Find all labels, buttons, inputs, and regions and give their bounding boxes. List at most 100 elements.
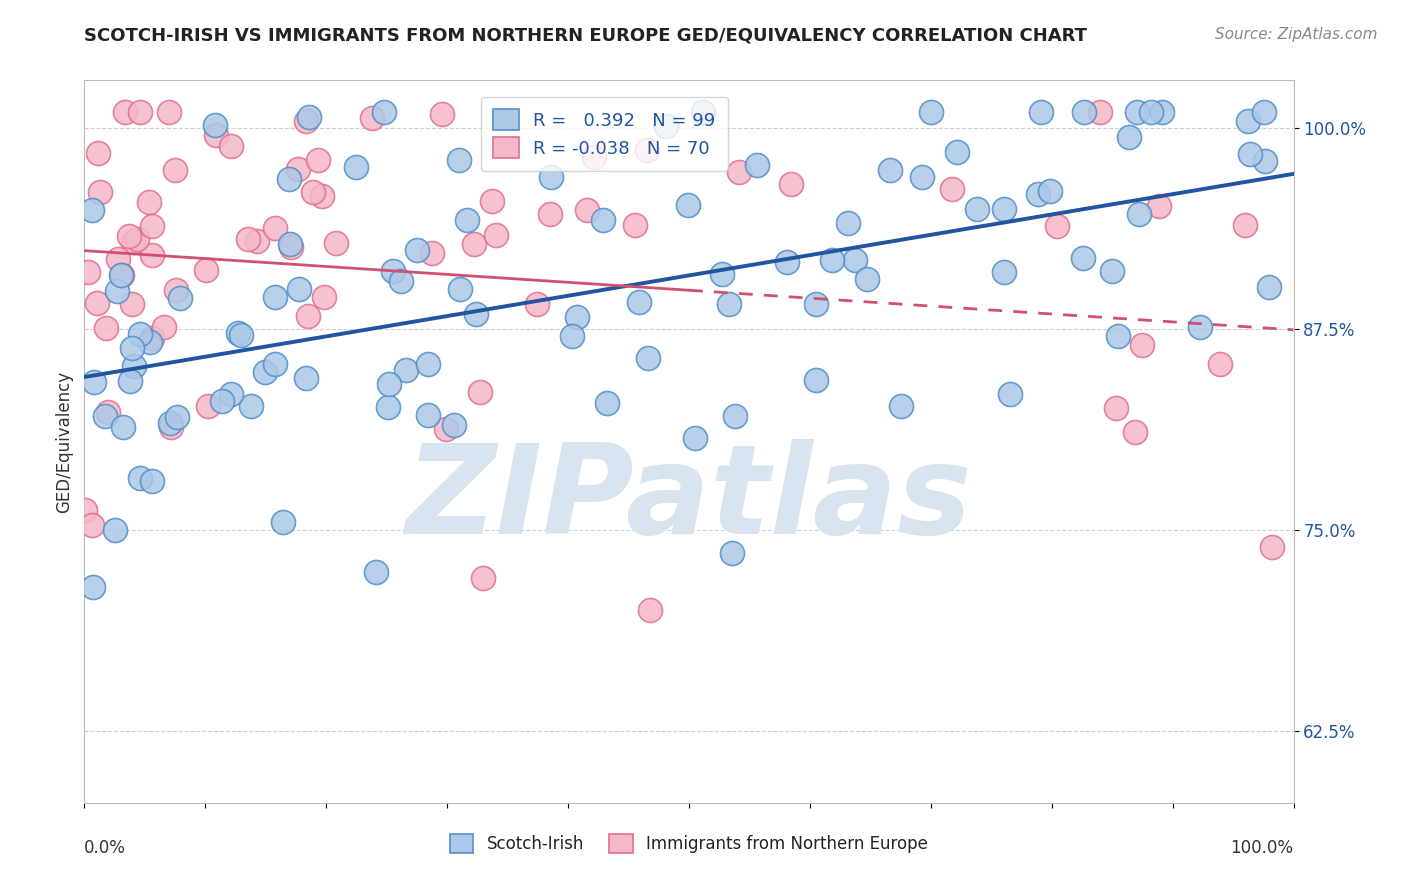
Point [165, 162, 187, 177]
Point [89, 186, 111, 200]
Point [197, 400, 219, 414]
Point [721, 546, 744, 560]
Point [565, 310, 588, 325]
Point [418, 409, 440, 423]
Point [122, 235, 145, 249]
Point [724, 409, 747, 423]
Point [592, 212, 614, 227]
Point [540, 169, 562, 184]
Point [1132, 338, 1154, 352]
Point [526, 297, 548, 311]
Point [405, 244, 427, 258]
Point [307, 153, 329, 167]
Point [1105, 401, 1128, 415]
Point [83, 375, 105, 389]
Point [993, 265, 1015, 279]
Point [141, 248, 163, 262]
Point [1123, 425, 1146, 440]
Point [1258, 280, 1281, 294]
Point [297, 309, 319, 323]
Point [561, 328, 583, 343]
Point [1026, 187, 1049, 202]
Point [128, 105, 150, 120]
Point [373, 105, 395, 120]
Point [82, 580, 104, 594]
Point [1140, 105, 1163, 120]
Point [127, 232, 149, 246]
Point [1046, 219, 1069, 234]
Point [638, 603, 661, 617]
Point [141, 219, 163, 233]
Point [128, 326, 150, 341]
Point [264, 357, 287, 371]
Point [107, 252, 129, 266]
Point [211, 393, 233, 408]
Point [1073, 105, 1095, 120]
Point [288, 282, 311, 296]
Point [420, 246, 443, 260]
Point [231, 327, 253, 342]
Point [481, 194, 503, 209]
Point [377, 401, 399, 415]
Point [745, 158, 768, 172]
Point [381, 264, 404, 278]
Point [239, 399, 262, 413]
Point [121, 297, 143, 311]
Text: 100.0%: 100.0% [1230, 838, 1294, 857]
Point [1107, 329, 1129, 343]
Point [139, 335, 162, 350]
Point [263, 290, 285, 304]
Point [806, 297, 828, 311]
Point [344, 161, 367, 175]
Point [77, 265, 100, 279]
Point [1088, 105, 1111, 120]
Point [226, 326, 249, 341]
Point [141, 330, 163, 344]
Point [418, 357, 440, 371]
Point [582, 149, 605, 163]
Point [1029, 105, 1052, 120]
Point [821, 252, 844, 267]
Point [692, 105, 714, 120]
Point [1260, 541, 1282, 555]
Point [75, 503, 97, 517]
Point [111, 268, 134, 283]
Point [295, 370, 318, 384]
Point [166, 410, 188, 425]
Point [104, 523, 127, 537]
Point [301, 185, 323, 199]
Point [780, 177, 803, 191]
Point [1126, 105, 1149, 120]
Point [138, 194, 160, 209]
Point [204, 118, 226, 132]
Point [711, 267, 734, 281]
Point [157, 105, 180, 120]
Point [254, 365, 277, 379]
Point [205, 128, 228, 142]
Point [111, 420, 134, 434]
Point [246, 234, 269, 248]
Point [118, 374, 141, 388]
Point [993, 202, 1015, 216]
Point [271, 515, 294, 529]
Point [110, 268, 132, 282]
Point [676, 198, 699, 212]
Point [264, 221, 287, 235]
Point [837, 216, 859, 230]
Point [637, 351, 659, 366]
Y-axis label: GED/Equivalency: GED/Equivalency [55, 370, 73, 513]
Point [1150, 105, 1173, 120]
Point [360, 111, 382, 125]
Point [124, 359, 146, 373]
Point [447, 153, 470, 168]
Point [1039, 184, 1062, 198]
Point [456, 213, 478, 227]
Point [844, 252, 866, 267]
Legend: Scotch-Irish, Immigrants from Northern Europe: Scotch-Irish, Immigrants from Northern E… [443, 827, 935, 860]
Point [449, 282, 471, 296]
Point [624, 219, 647, 233]
Point [94, 321, 117, 335]
Point [575, 202, 598, 217]
Point [194, 262, 217, 277]
Point [105, 285, 128, 299]
